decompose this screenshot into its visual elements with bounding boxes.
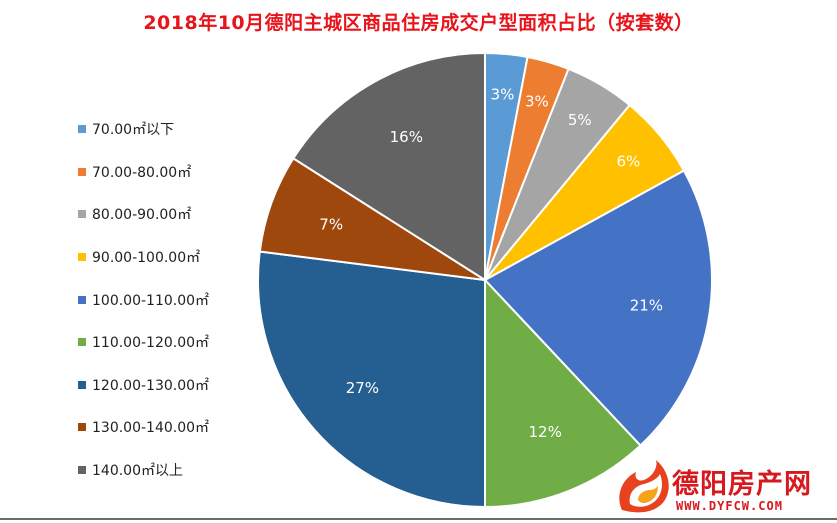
legend-label: 140.00㎡以上 [92,463,183,480]
slice-data-label: 16% [390,128,423,146]
watermark-url: WWW.DYFCW.COM [676,499,783,513]
legend-swatch [78,253,86,262]
legend-item: 130.00-140.00㎡ [78,406,209,449]
legend-label: 90.00-100.00㎡ [92,250,201,267]
slice-data-label: 27% [346,379,379,397]
chart-title: 2018年10月德阳主城区商品住房成交户型面积占比（按套数） [143,12,694,34]
legend-item: 70.00-80.00㎡ [78,151,209,194]
legend-swatch [78,295,86,304]
legend-swatch [78,466,86,475]
slice-data-label: 3% [525,92,549,110]
bottom-border [0,518,837,520]
legend-swatch [78,167,86,176]
slice-data-label: 7% [319,216,343,234]
legend-swatch [78,423,86,432]
legend-item: 100.00-110.00㎡ [78,278,209,321]
pie-slice [257,250,486,509]
pie-slice [291,51,486,282]
watermark-logo: 德阳房产网 WWW.DYFCW.COM [614,458,834,520]
legend: 70.00㎡以下 70.00-80.00㎡ 80.00-90.00㎡ 90.00-10… [78,108,209,491]
legend-swatch [78,338,86,347]
legend-swatch [78,380,86,389]
legend-label: 100.00-110.00㎡ [92,292,210,309]
pie-slice [484,277,642,509]
legend-item: 80.00-90.00㎡ [78,193,209,236]
legend-label: 120.00-130.00㎡ [92,377,210,394]
legend-label: 80.00-90.00㎡ [92,207,192,224]
slice-data-label: 6% [617,152,641,170]
watermark-text: 德阳房产网 [672,469,812,500]
legend-item: 140.00㎡以上 [78,449,209,492]
legend-label: 110.00-120.00㎡ [92,335,210,352]
slice-data-label: 3% [491,86,515,104]
legend-item: 110.00-120.00㎡ [78,321,209,364]
legend-label: 70.00㎡以下 [92,122,175,139]
legend-swatch [78,125,86,134]
slice-data-label: 5% [568,111,592,129]
slice-data-label: 21% [630,297,663,315]
legend-label: 70.00-80.00㎡ [92,164,192,181]
legend-swatch [78,210,86,219]
legend-item: 90.00-100.00㎡ [78,236,209,279]
legend-label: 130.00-140.00㎡ [92,420,210,437]
flame-logo-icon [619,460,669,513]
legend-item: 120.00-130.00㎡ [78,364,209,407]
legend-item: 70.00㎡以下 [78,108,209,151]
pie-slice [483,169,713,447]
slice-data-label: 12% [529,423,562,441]
